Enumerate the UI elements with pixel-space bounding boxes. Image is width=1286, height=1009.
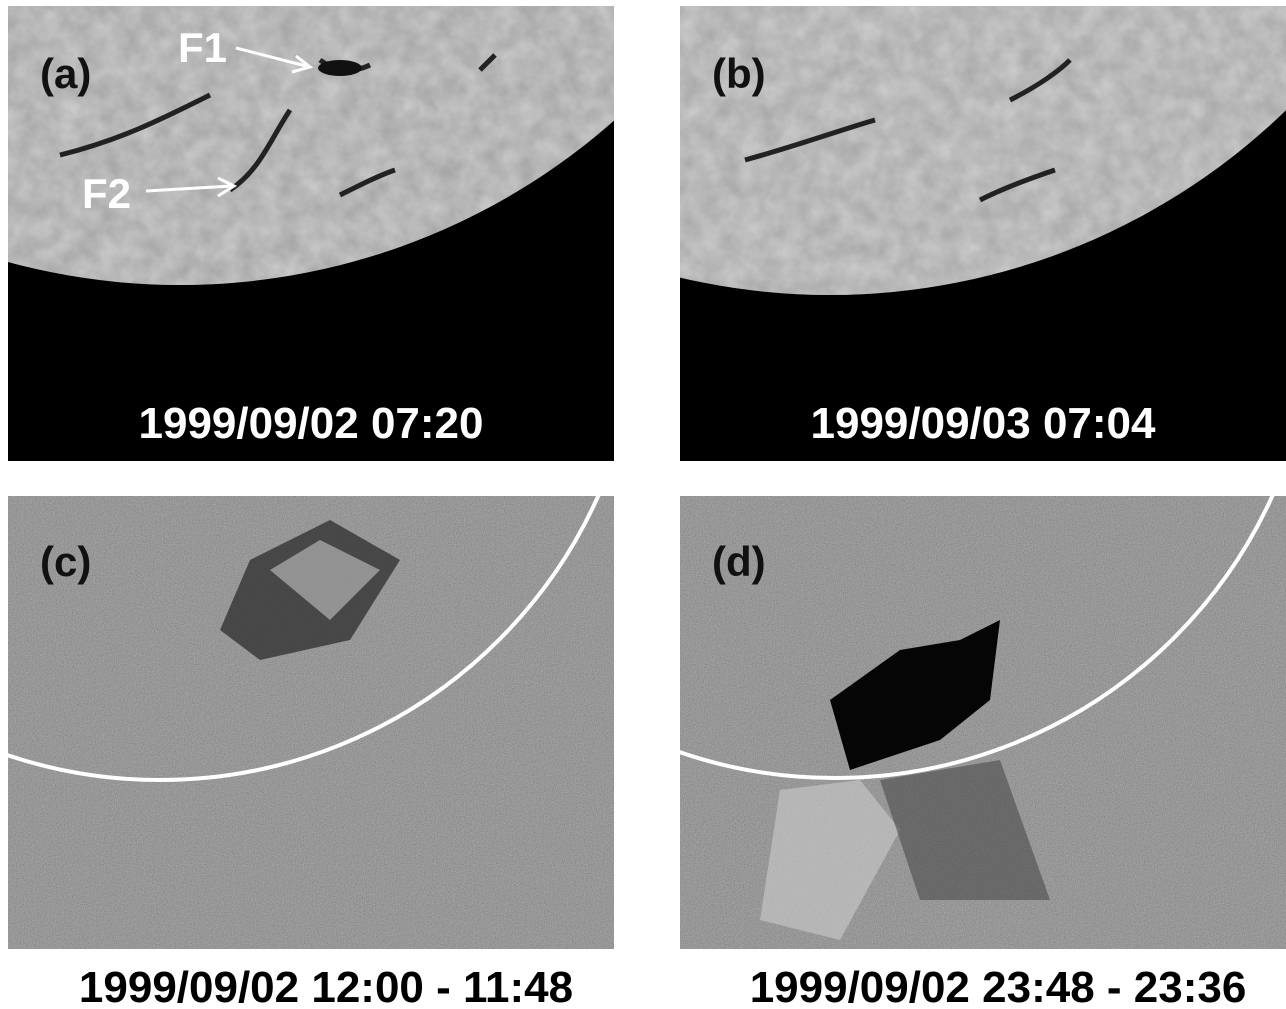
panel-caption: 1999/09/02 07:20 <box>139 399 484 448</box>
panel-label: (d) <box>712 538 766 585</box>
panel-caption: 1999/09/02 12:00 - 11:48 <box>79 963 573 1009</box>
panel-label: (c) <box>40 538 91 585</box>
panel-label: (b) <box>712 50 766 97</box>
annotation: F2 <box>82 170 131 217</box>
annotation: F1 <box>178 24 227 71</box>
panel-caption: 1999/09/02 23:48 - 23:36 <box>750 963 1247 1009</box>
panel-label: (a) <box>40 50 91 97</box>
panel-caption: 1999/09/03 07:04 <box>811 399 1157 448</box>
figure: (a) F1 F2 1999/09/02 07:20 (b) 1999/09/0… <box>0 0 1286 1009</box>
